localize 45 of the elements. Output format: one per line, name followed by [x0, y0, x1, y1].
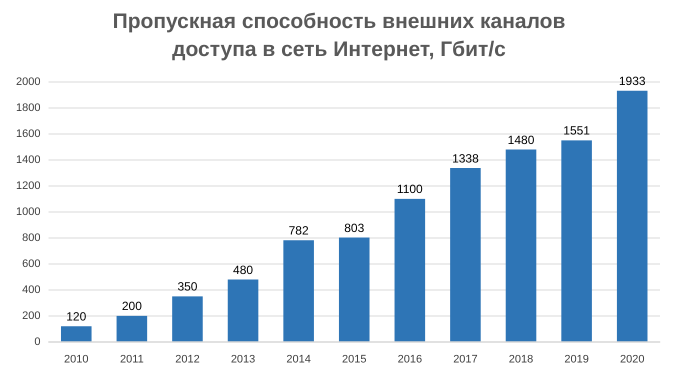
- y-tick-label: 0: [34, 336, 40, 348]
- data-label: 1480: [508, 132, 535, 147]
- x-tick-label: 2014: [286, 353, 311, 366]
- y-tick-label: 2000: [16, 76, 40, 88]
- data-label: 1933: [618, 74, 646, 88]
- data-label: 480: [233, 262, 254, 277]
- data-label: 803: [344, 220, 365, 235]
- bar: [394, 198, 426, 342]
- bar: [283, 240, 314, 342]
- x-tick-label: 2010: [64, 353, 89, 366]
- data-label: 1100: [396, 182, 424, 196]
- bar: [450, 168, 481, 342]
- bar: [228, 279, 258, 342]
- x-tick-label: 2017: [453, 353, 478, 366]
- data-label: 1551: [563, 124, 590, 138]
- bar: [616, 90, 648, 342]
- x-tick-label: 2012: [175, 353, 200, 366]
- bar: [561, 140, 592, 342]
- data-label: 200: [122, 299, 142, 314]
- y-tick-label: 600: [22, 258, 40, 270]
- y-tick-label: 1200: [16, 180, 40, 192]
- y-tick-label: 400: [22, 284, 40, 296]
- y-tick-label: 1800: [16, 102, 40, 114]
- bar: [116, 316, 148, 342]
- x-tick-label: 2011: [120, 353, 144, 366]
- data-label: 1338: [452, 151, 480, 166]
- bar: [172, 296, 203, 342]
- data-label: 782: [288, 224, 309, 238]
- bar: [338, 237, 370, 342]
- y-tick-label: 1600: [16, 128, 40, 140]
- y-tick-label: 800: [22, 232, 40, 244]
- x-tick-label: 2013: [230, 353, 256, 366]
- y-tick-label: 1000: [16, 206, 40, 218]
- x-tick-label: 2020: [620, 353, 644, 366]
- x-tick-label: 2018: [508, 353, 534, 366]
- x-tick-label: 2016: [398, 353, 422, 366]
- y-tick-label: 1400: [16, 154, 40, 166]
- bar: [506, 150, 536, 342]
- x-tick-label: 2015: [342, 353, 366, 366]
- bar: [60, 326, 92, 342]
- x-tick-label: 2019: [564, 353, 589, 366]
- data-label: 120: [66, 310, 87, 324]
- data-label: 350: [177, 280, 198, 294]
- y-tick-label: 200: [22, 310, 40, 322]
- chart-title: Пропускная способность внешних каналов доступа в сеть Интернет, Гбит/с: [112, 9, 566, 63]
